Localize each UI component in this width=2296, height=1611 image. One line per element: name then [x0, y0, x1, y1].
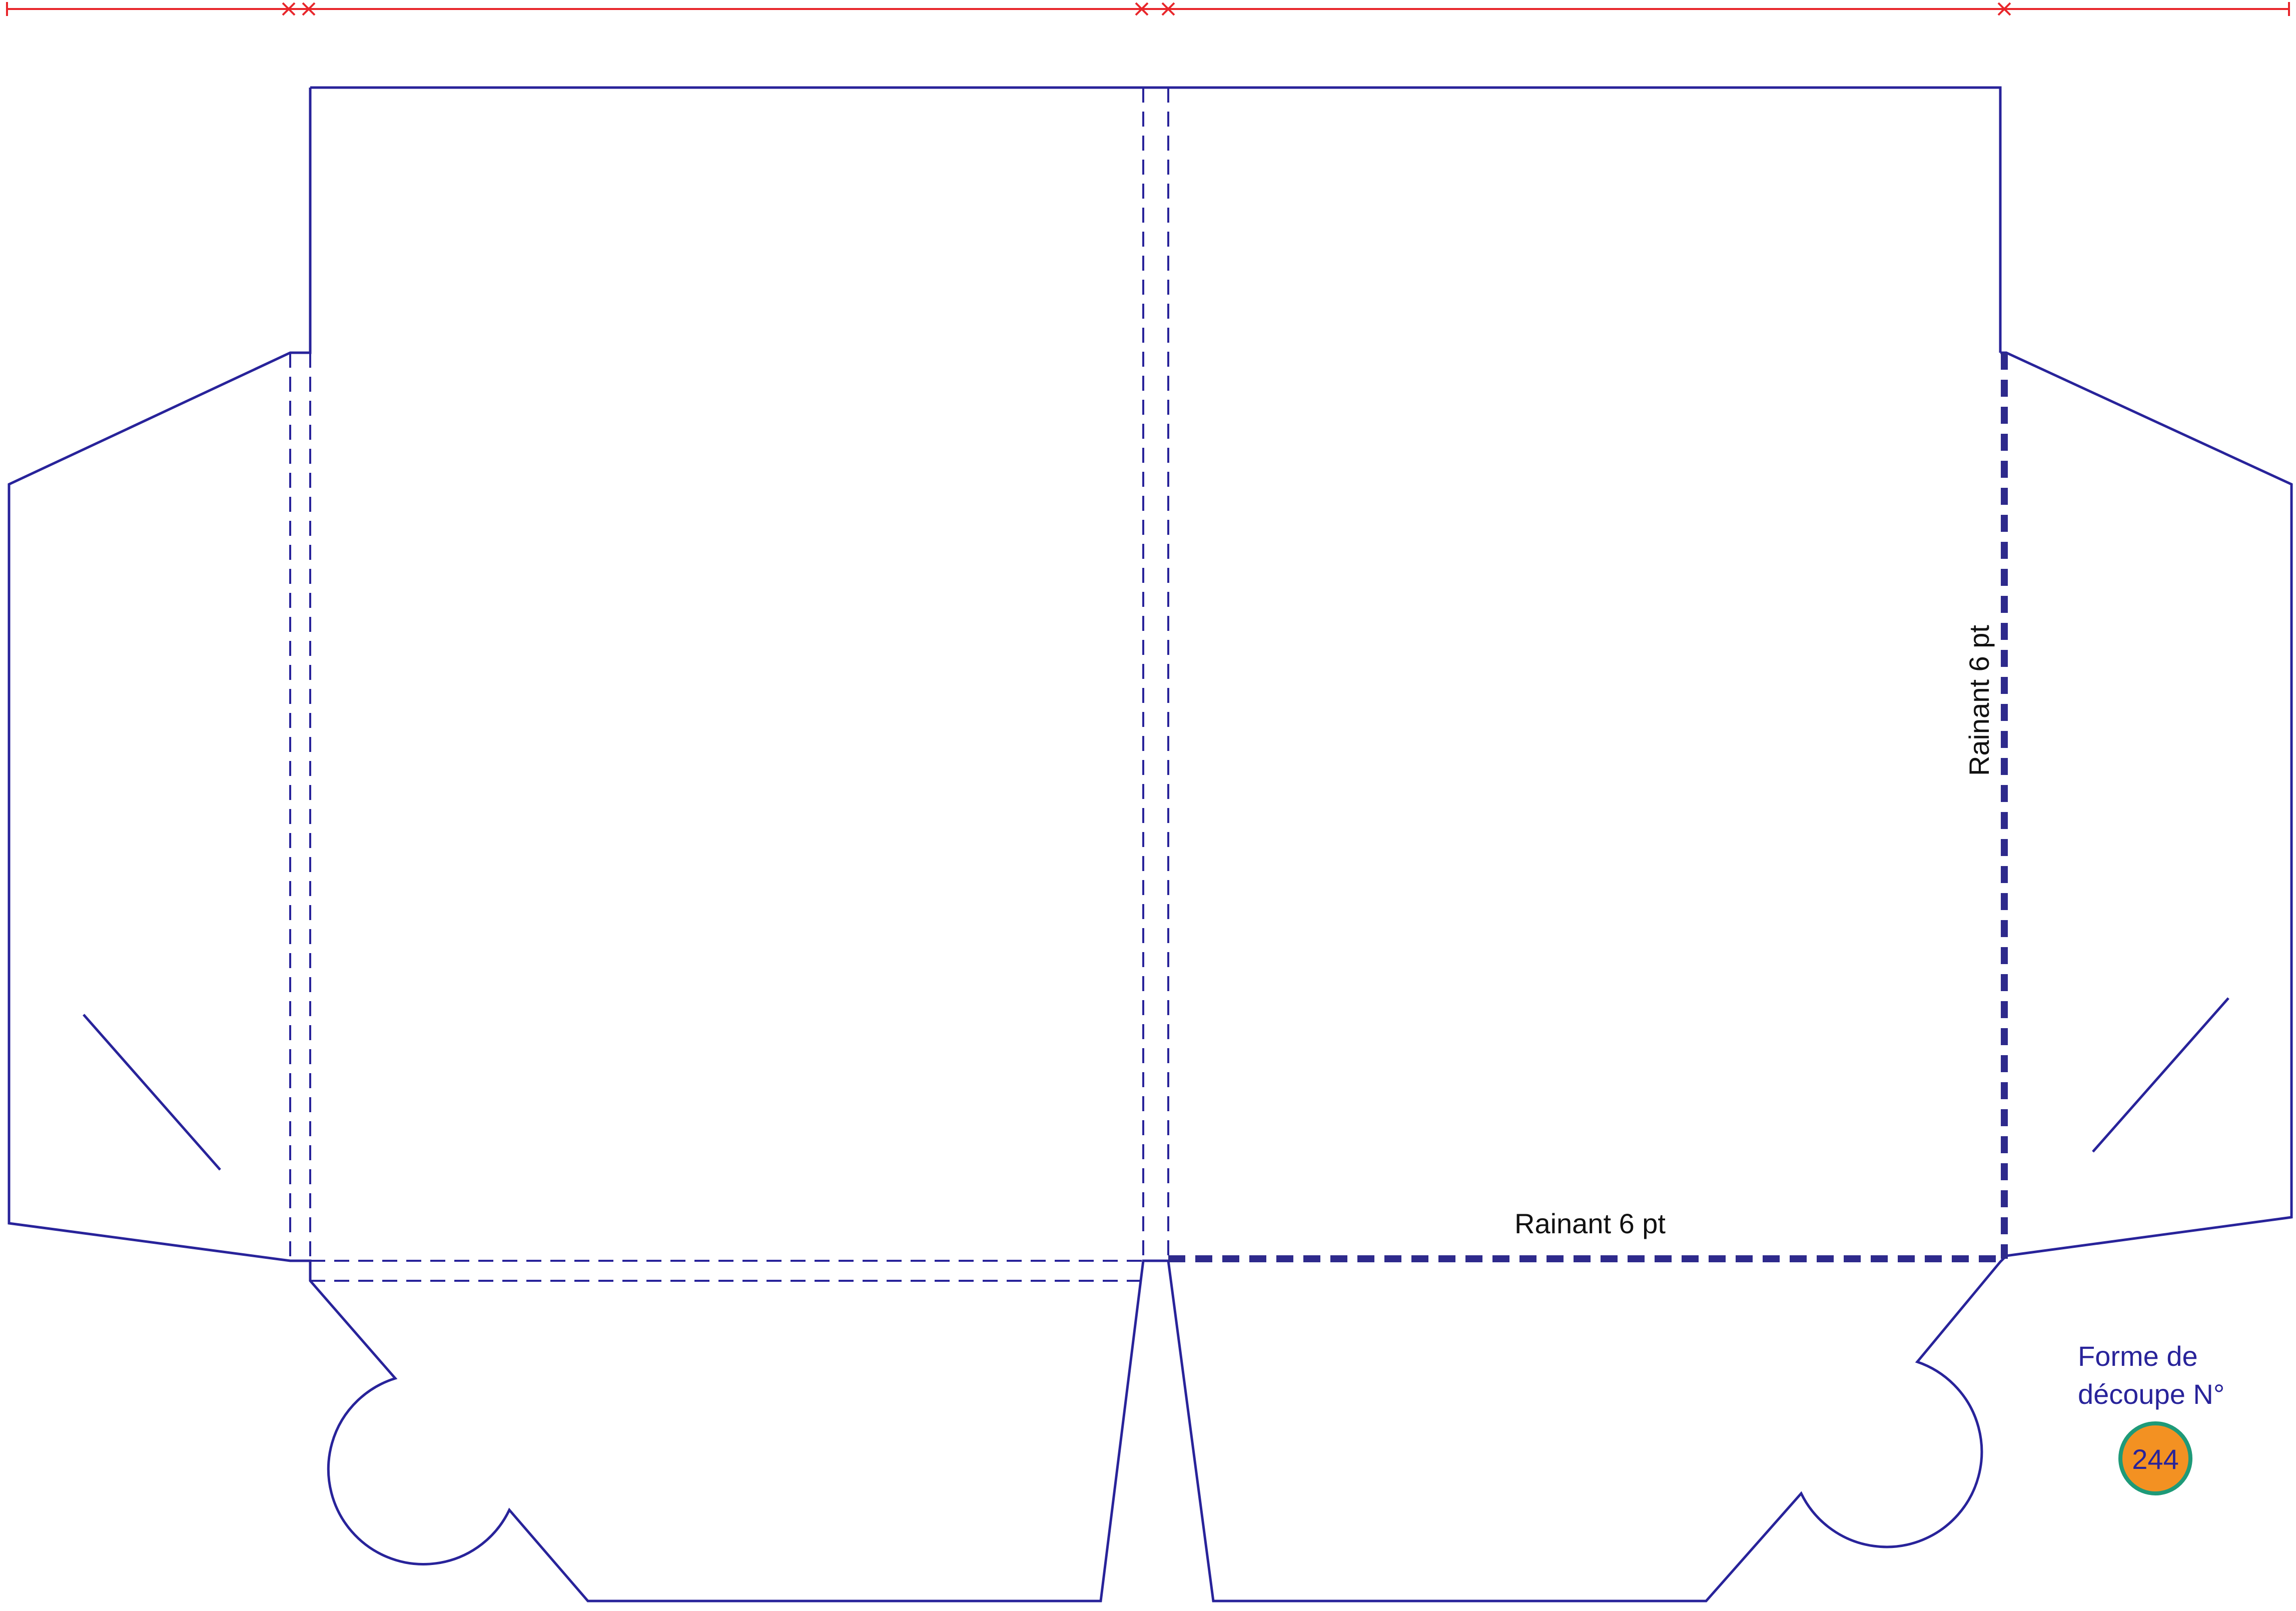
badge-circle [2118, 1421, 2192, 1495]
ruler-mark-1 [282, 2, 296, 16]
ruler-mark-5 [1997, 2, 2011, 16]
ruler-mark-2 [302, 2, 316, 16]
measurement-ruler [6, 2, 2290, 16]
cut-lines [8, 86, 2293, 1602]
badge-title-line1: Forme de [2078, 1340, 2198, 1372]
ruler-mark-3 [1135, 2, 1149, 16]
fold-lines [289, 88, 1169, 1282]
card-slit-right [2092, 997, 2229, 1153]
cut-line-left [310, 86, 2002, 353]
card-slit-left [83, 1014, 221, 1171]
crease-lines [1168, 353, 2008, 1262]
ruler-mark-4 [1161, 2, 1175, 16]
badge-title-line2: découpe N° [2078, 1378, 2224, 1410]
badge-number: 244 [2132, 1443, 2178, 1475]
crease-label-horizontal: Rainant 6 pt [1514, 1208, 1666, 1239]
die-form-badge: Forme de découpe N° 244 [2078, 1340, 2224, 1495]
crease-label-vertical: Rainant 6 pt [1963, 625, 1995, 776]
cut-line-left-side [8, 88, 2293, 1602]
